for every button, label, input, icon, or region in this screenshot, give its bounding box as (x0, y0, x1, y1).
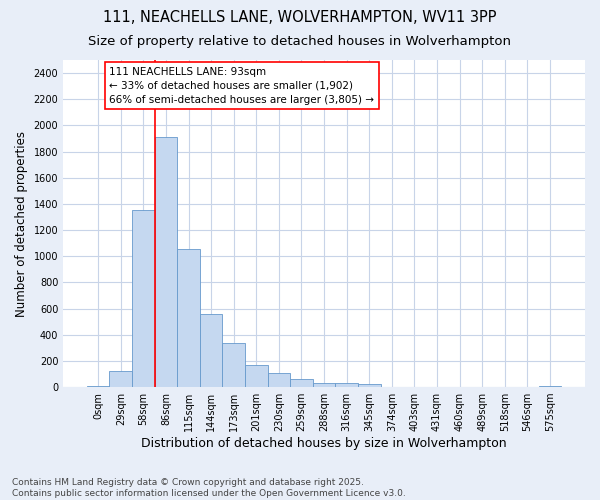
Bar (155, 137, 177, 387)
Bar (245, 365, 268, 387)
Text: 111 NEACHELLS LANE: 93sqm
← 33% of detached houses are smaller (1,902)
66% of se: 111 NEACHELLS LANE: 93sqm ← 33% of detac… (109, 66, 374, 104)
Text: Contains HM Land Registry data © Crown copyright and database right 2025.
Contai: Contains HM Land Registry data © Crown c… (12, 478, 406, 498)
Bar (132, 210, 155, 387)
Bar (109, 370, 132, 387)
X-axis label: Distribution of detached houses by size in Wolverhampton: Distribution of detached houses by size … (141, 437, 507, 450)
Bar (313, 382, 335, 387)
Bar (290, 379, 313, 387)
Bar (177, 249, 200, 387)
Bar (358, 384, 380, 387)
Text: Size of property relative to detached houses in Wolverhampton: Size of property relative to detached ho… (89, 35, 511, 48)
Bar (539, 386, 561, 387)
Y-axis label: Number of detached properties: Number of detached properties (15, 130, 28, 316)
Text: 111, NEACHELLS LANE, WOLVERHAMPTON, WV11 3PP: 111, NEACHELLS LANE, WOLVERHAMPTON, WV11… (103, 10, 497, 25)
Bar (335, 383, 358, 387)
Bar (268, 372, 290, 387)
Bar (87, 386, 109, 387)
Bar (200, 314, 223, 387)
Bar (223, 344, 245, 387)
